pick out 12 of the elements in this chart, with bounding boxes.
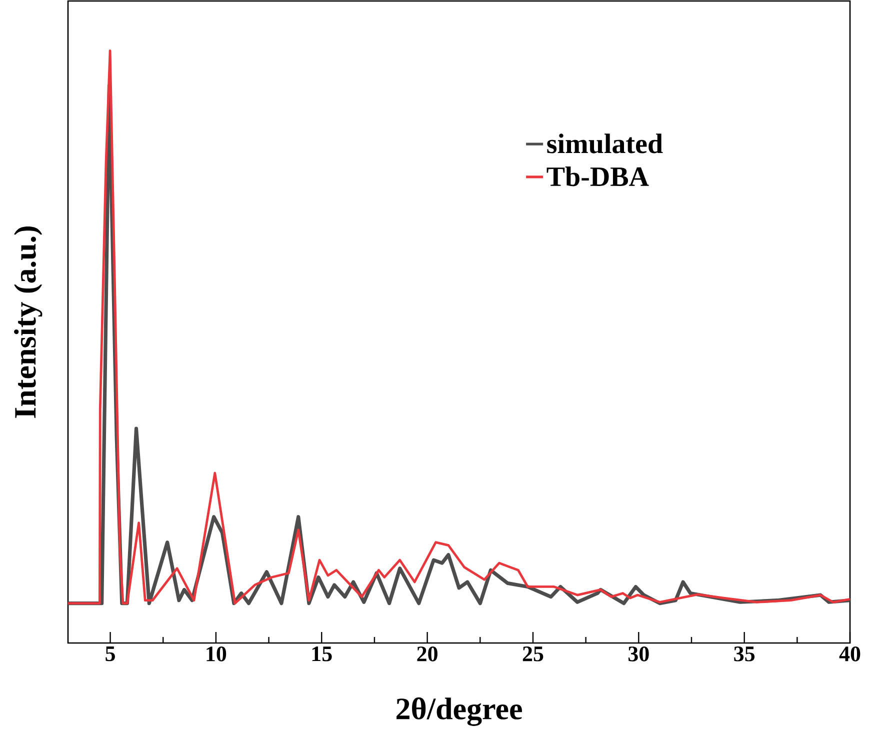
x-tick-label: 30 (628, 646, 649, 662)
x-tick-label: 10 (206, 646, 226, 662)
legend-label: simulated (547, 134, 663, 154)
x-axis-title: 2θ/degree (396, 697, 522, 726)
x-tick-label: 5 (106, 646, 115, 662)
legend-label: Tb-DBA (546, 166, 649, 186)
x-tick-label: 15 (312, 646, 332, 662)
x-tick-label: 20 (417, 646, 438, 662)
x-tick-label: 25 (522, 646, 544, 662)
x-tick-label: 40 (839, 646, 860, 662)
x-tick-label: 35 (734, 646, 755, 662)
y-axis-title: Intensity (a.u.) (14, 226, 42, 418)
